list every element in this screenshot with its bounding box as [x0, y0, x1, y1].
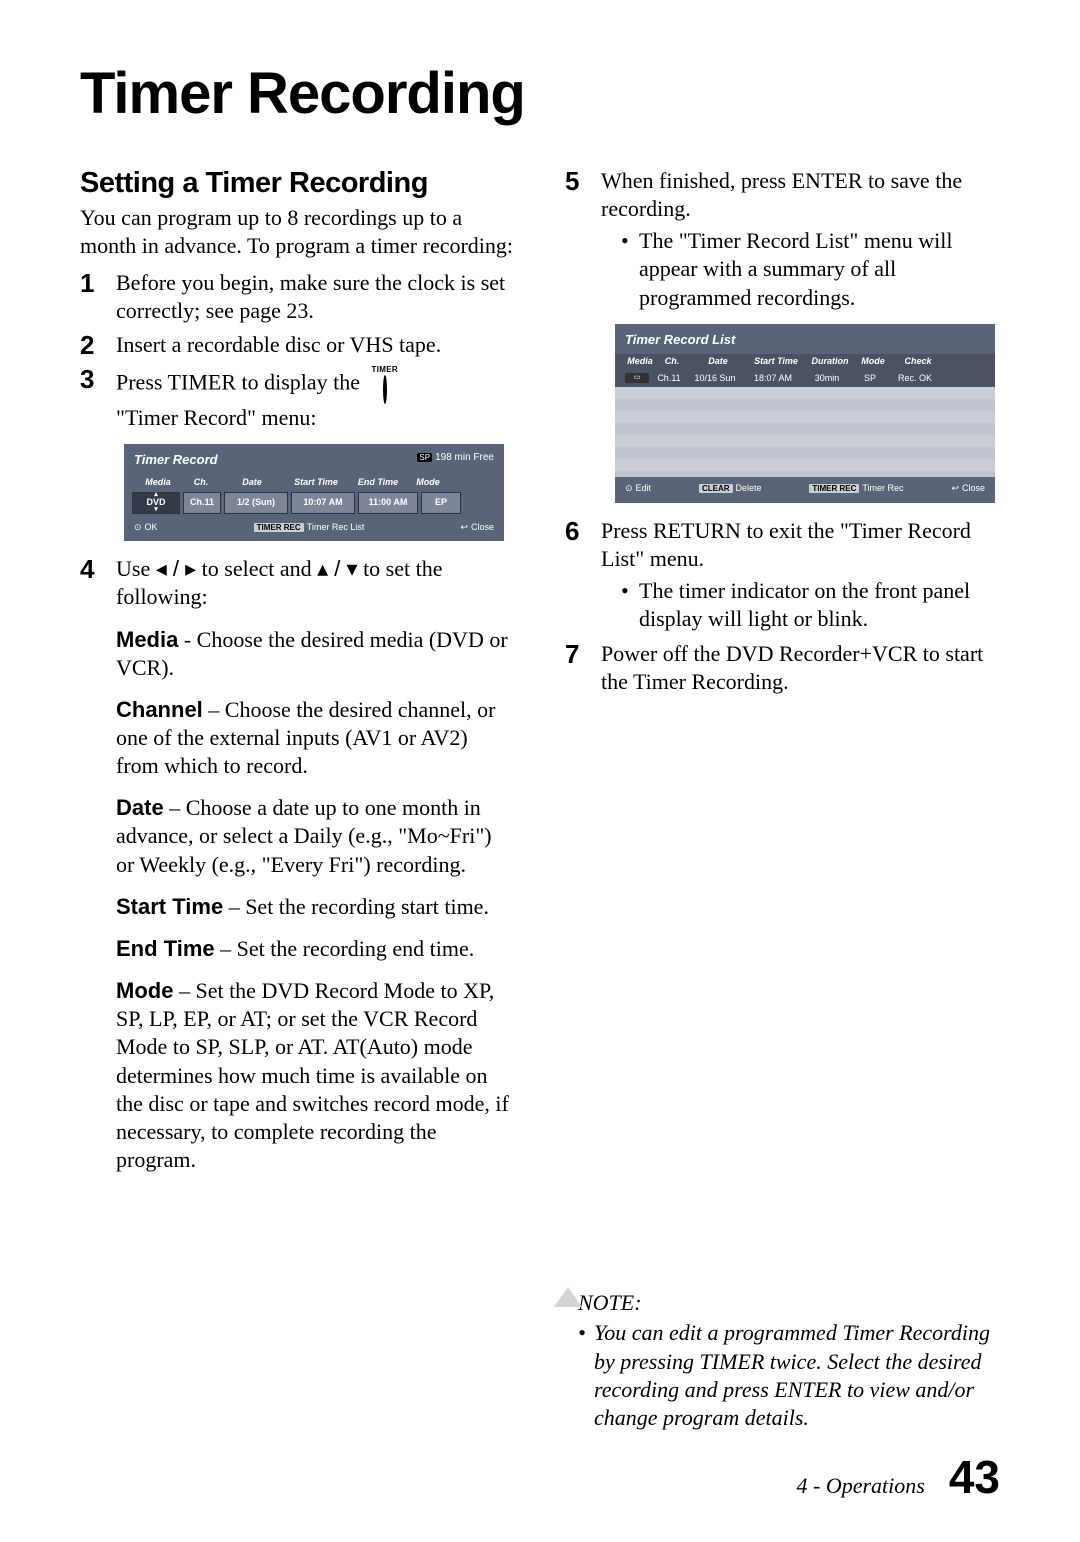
- osd2-clear: CLEARDelete: [699, 483, 762, 495]
- step-3-line1: Press TIMER to display the: [116, 370, 360, 395]
- note-block: NOTE: You can edit a programmed Timer Re…: [560, 1289, 1000, 1432]
- step-5-bullet: The "Timer Record List" menu will appear…: [621, 227, 1000, 311]
- h2-check: Check: [891, 356, 945, 368]
- step-5: When finished, press ENTER to save the r…: [565, 167, 1000, 503]
- cell-media: DVD: [132, 492, 180, 514]
- empty-rows: [615, 387, 995, 477]
- s4b: to select and: [196, 556, 317, 581]
- field-date: Date – Choose a date up to one month in …: [116, 794, 515, 878]
- field-media: Media - Choose the desired media (DVD or…: [116, 626, 515, 682]
- cell-ch: Ch.11: [183, 492, 221, 514]
- cell-end: 11:00 AM: [358, 492, 418, 514]
- osd1-ok: ⊙OK: [134, 522, 158, 534]
- media-icon: ▭: [625, 373, 649, 383]
- r-dur: 30min: [802, 373, 852, 385]
- step-6: Press RETURN to exit the "Timer Record L…: [565, 517, 1000, 634]
- osd1-mid: TIMER RECTimer Rec List: [254, 522, 365, 534]
- sp-tag: SP: [417, 453, 432, 462]
- osd2-mid: TIMER RECTimer Rec: [809, 483, 903, 495]
- field-mode: Mode – Set the DVD Record Mode to XP, SP…: [116, 977, 515, 1174]
- osd2-edit: ⊙Edit: [625, 483, 651, 495]
- timer-record-list-menu: Timer Record List Media Ch. Date Start T…: [615, 324, 995, 503]
- page-number: 43: [949, 1450, 1000, 1504]
- osd1-close: ↩Close: [460, 522, 494, 534]
- cell-start: 10:07 AM: [291, 492, 355, 514]
- h2-date: Date: [689, 356, 747, 368]
- h2-dur: Duration: [805, 356, 855, 368]
- field-end: End Time – Set the recording end time.: [116, 935, 515, 963]
- section-label: 4 - Operations: [797, 1473, 925, 1499]
- h2-media: Media: [625, 356, 655, 368]
- section-heading: Setting a Timer Recording: [80, 167, 515, 200]
- osd1-free: SP198 min Free: [417, 452, 494, 469]
- cell-date: 1/2 (Sun): [224, 492, 288, 514]
- h-ch: Ch.: [182, 477, 220, 489]
- steps-5-7: When finished, press ENTER to save the r…: [565, 167, 1000, 696]
- note-heading: NOTE:: [578, 1289, 1000, 1317]
- right-column: When finished, press ENTER to save the r…: [565, 167, 1000, 1188]
- timer-record-menu: Timer Record SP198 min Free Media Ch. Da…: [124, 444, 504, 541]
- h2-ch: Ch.: [655, 356, 689, 368]
- left-column: Setting a Timer Recording You can progra…: [80, 167, 515, 1188]
- r-start: 18:07 AM: [744, 373, 802, 385]
- h2-mode: Mode: [855, 356, 891, 368]
- list-row: ▭ Ch.11 10/16 Sun 18:07 AM 30min SP Rec.…: [615, 370, 995, 388]
- field-channel: Channel – Choose the desired channel, or…: [116, 696, 515, 780]
- cell-mode: EP: [421, 492, 461, 514]
- h-mode: Mode: [408, 477, 448, 489]
- steps-1-4: Before you begin, make sure the clock is…: [80, 269, 515, 1174]
- r-date: 10/16 Sun: [686, 373, 744, 385]
- timer-icon-circle: [383, 375, 387, 404]
- r-check: Rec. OK: [888, 373, 942, 385]
- ud-arrows-icon: ▴ / ▾: [317, 556, 357, 581]
- r-ch: Ch.11: [652, 373, 686, 385]
- osd1-title: Timer Record: [134, 452, 218, 469]
- field-start: Start Time – Set the recording start tim…: [116, 893, 515, 921]
- free-text: 198 min Free: [435, 452, 494, 463]
- osd2-close: ↩Close: [951, 483, 985, 495]
- content-columns: Setting a Timer Recording You can progra…: [80, 167, 1000, 1188]
- step-4: Use ◂ / ▸ to select and ▴ / ▾ to set the…: [80, 555, 515, 1174]
- s4a: Use: [116, 556, 156, 581]
- step-3: Press TIMER to display the TIMER "Timer …: [80, 365, 515, 541]
- page-footer: 4 - Operations 43: [797, 1450, 1001, 1504]
- step-7: Power off the DVD Recorder+VCR to start …: [565, 640, 1000, 696]
- h-media: Media: [134, 477, 182, 489]
- r-mode: SP: [852, 373, 888, 385]
- note-triangle-icon: [554, 1287, 582, 1307]
- step-6-bullet: The timer indicator on the front panel d…: [621, 577, 1000, 633]
- step-1: Before you begin, make sure the clock is…: [80, 269, 515, 325]
- osd2-title: Timer Record List: [625, 332, 735, 349]
- step-2: Insert a recordable disc or VHS tape.: [80, 331, 515, 359]
- note-text: You can edit a programmed Timer Recordin…: [594, 1319, 1000, 1432]
- page-title: Timer Recording: [80, 60, 1000, 127]
- intro-text: You can program up to 8 recordings up to…: [80, 204, 515, 259]
- h-end: End Time: [348, 477, 408, 489]
- lr-arrows-icon: ◂ / ▸: [156, 556, 196, 581]
- timer-icon: TIMER: [372, 365, 398, 403]
- h-start: Start Time: [284, 477, 348, 489]
- h2-start: Start Time: [747, 356, 805, 368]
- step-3-line2: "Timer Record" menu:: [116, 405, 316, 430]
- h-date: Date: [220, 477, 284, 489]
